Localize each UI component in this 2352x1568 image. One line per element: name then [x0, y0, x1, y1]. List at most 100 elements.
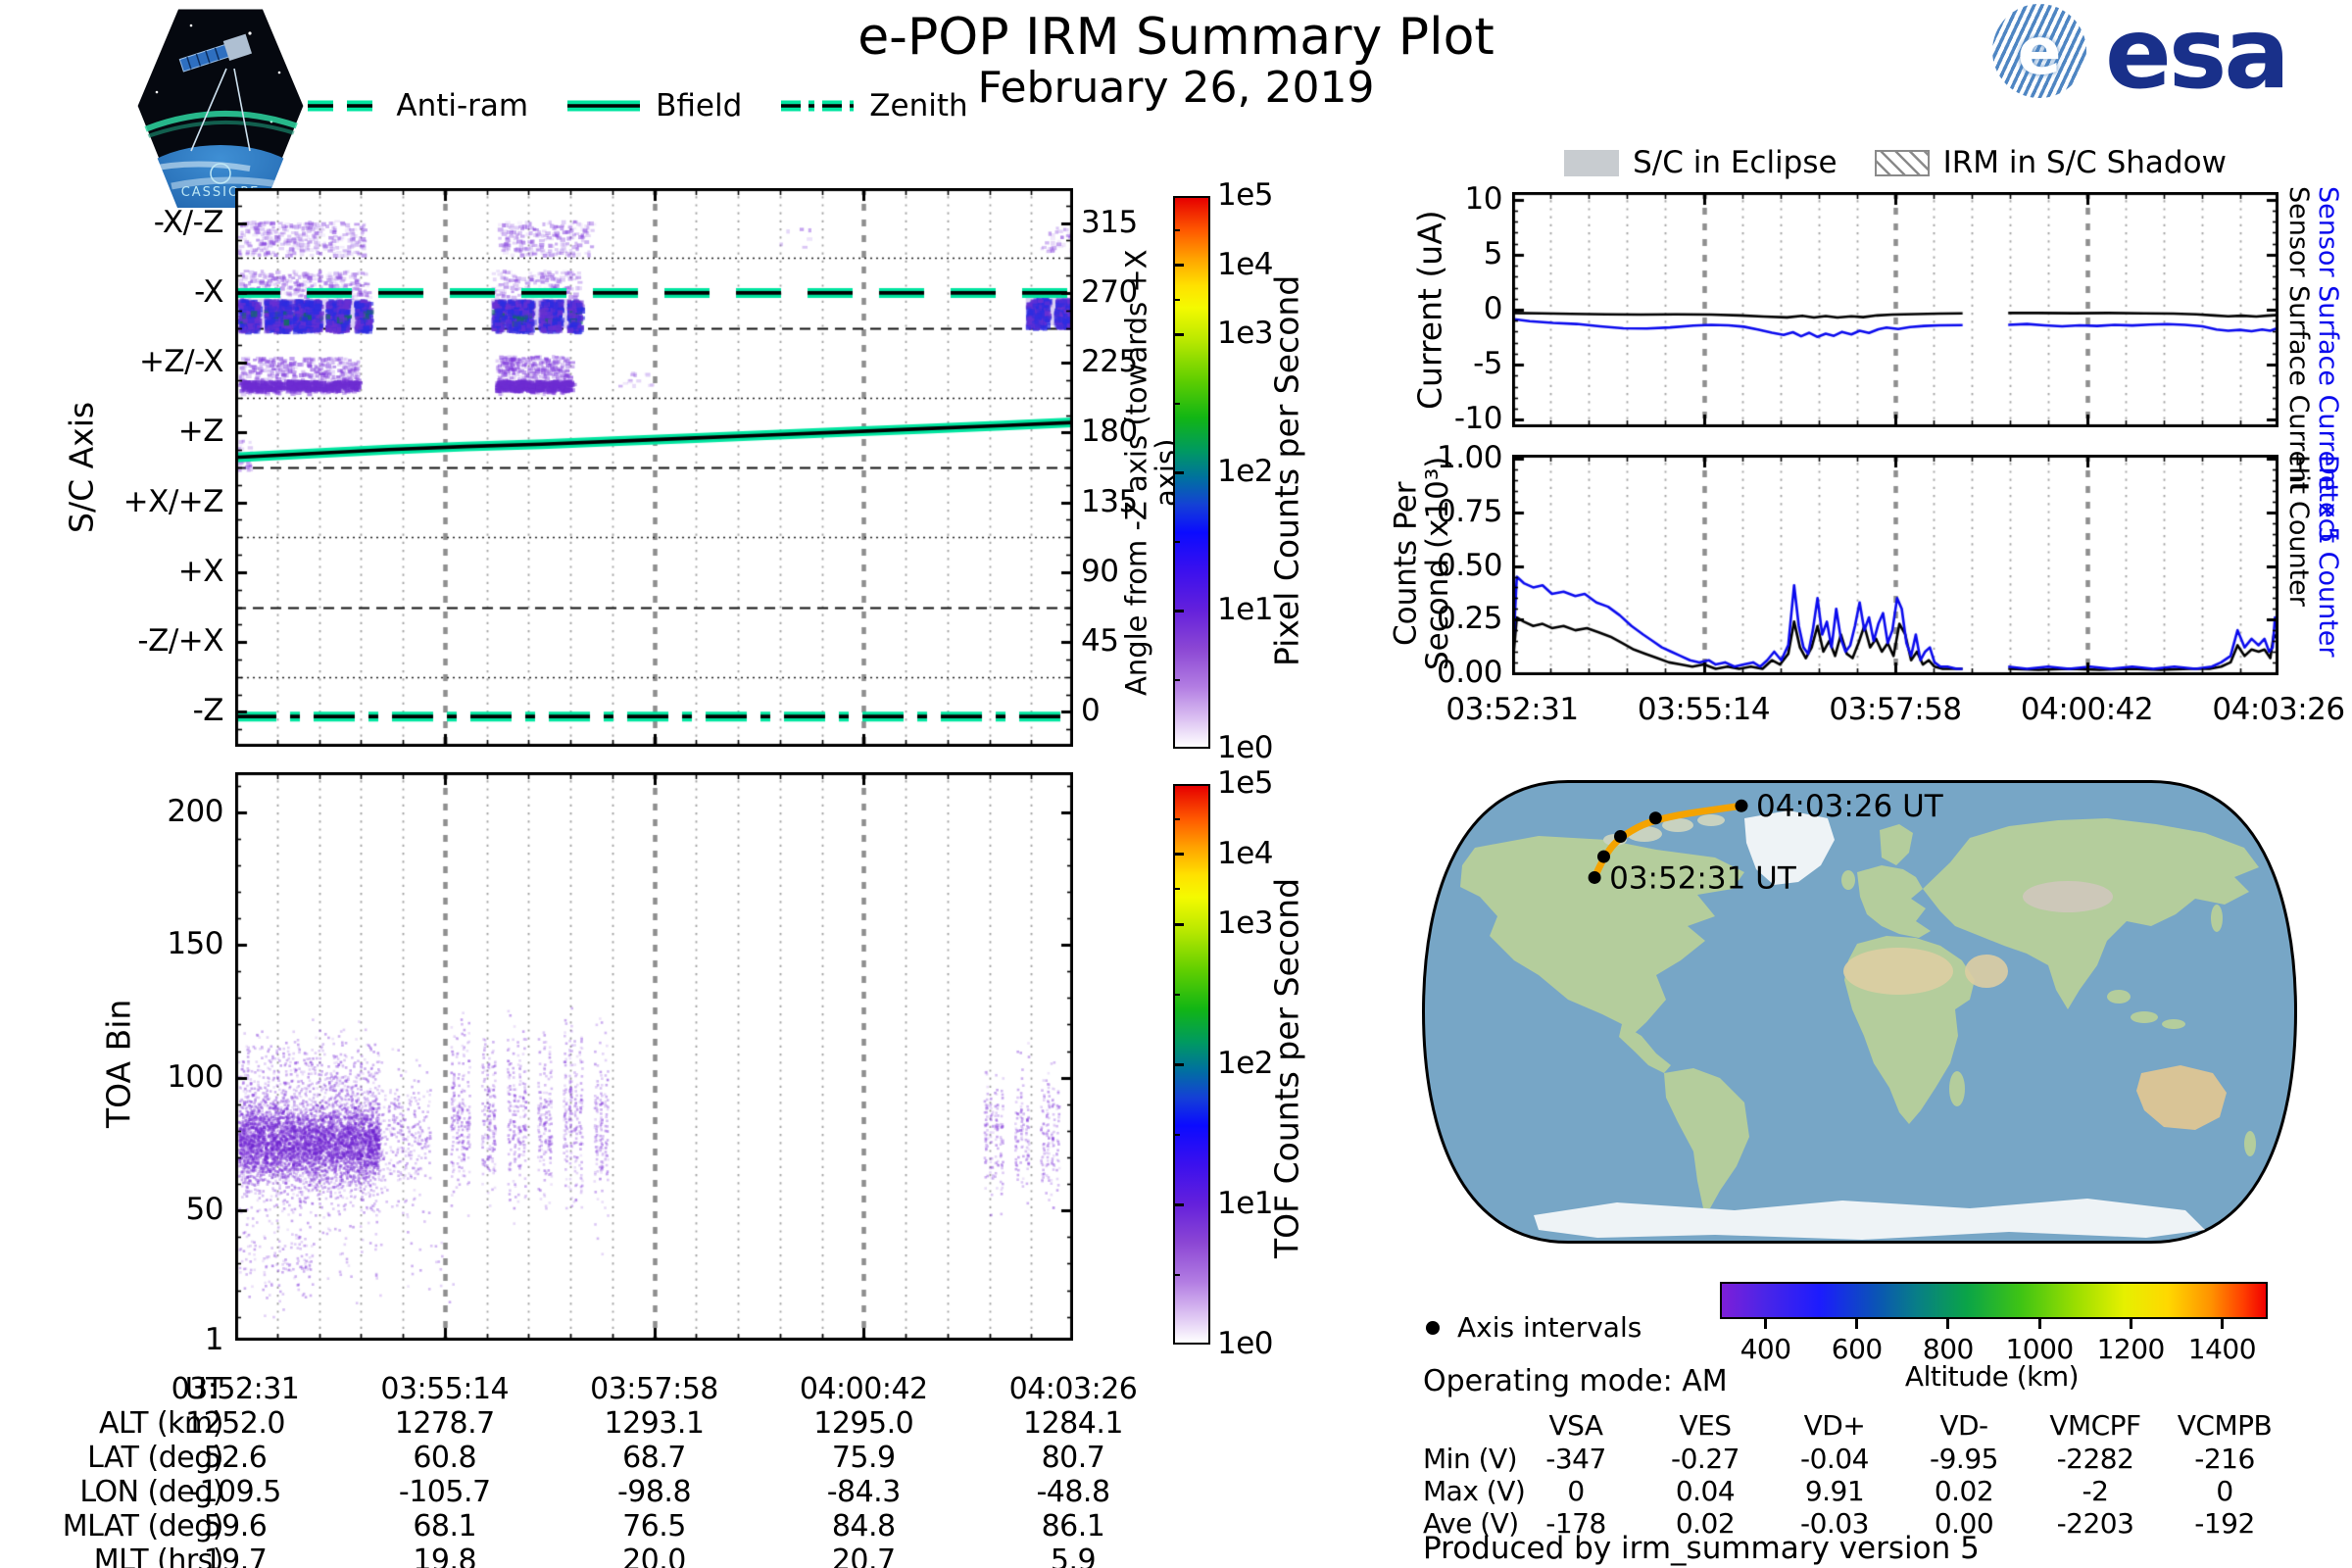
- ephemeris-cell: 59.6: [203, 1509, 268, 1544]
- altitude-tick: [1946, 1319, 1950, 1329]
- ephemeris-cell: 20.0: [622, 1544, 686, 1568]
- angle-tick-label: 180: [1081, 414, 1138, 450]
- ephemeris-cell: -84.3: [826, 1475, 902, 1509]
- voltage-cell: -0.27: [1671, 1443, 1740, 1475]
- time-tick-label: 03:52:31: [1446, 692, 1579, 727]
- zenith-dashdot-line-icon: [781, 100, 855, 112]
- colorbar-tick: [1173, 470, 1184, 474]
- legend-antiram-label: Anti-ram: [396, 88, 529, 123]
- voltage-cell: -2282: [2056, 1443, 2134, 1475]
- time-tick-label: 03:55:14: [1637, 692, 1771, 727]
- ephemeris-cell: 84.8: [831, 1509, 896, 1544]
- voltage-cell: -178: [1545, 1507, 1606, 1540]
- legend-eclipse-label: S/C in Eclipse: [1633, 145, 1838, 180]
- voltage-cell: -2203: [2056, 1507, 2134, 1540]
- colorbar-minor-tick: [1173, 993, 1180, 996]
- sector-label: -Z/+X: [137, 623, 223, 660]
- cassiope-mission-patch-icon: CASSIOPE: [134, 6, 307, 210]
- ephemeris-cell: 20.7: [831, 1544, 896, 1568]
- ephemeris-cell: -98.8: [616, 1475, 692, 1509]
- eclipse-swatch-icon: [1564, 149, 1620, 176]
- voltage-cell: -216: [2194, 1443, 2255, 1475]
- esa-wordmark: esa: [2105, 0, 2290, 111]
- line-plot-ytick-label: 5: [1483, 235, 1503, 271]
- ephemeris-row-label: UT: [184, 1372, 224, 1406]
- voltage-cell: 0: [1567, 1475, 1585, 1507]
- altitude-tick-label: 1200: [2096, 1333, 2166, 1365]
- altitude-tick-label: 600: [1831, 1333, 1883, 1365]
- toa-bin-canvas: [235, 772, 1073, 1341]
- toa-bin-scatter-plot: [235, 772, 1073, 1341]
- voltage-cell: -9.95: [1930, 1443, 1998, 1475]
- altitude-tick: [1764, 1319, 1768, 1329]
- track-end-time-label: 04:03:26 UT: [1756, 789, 1944, 824]
- voltage-row-label: Min (V): [1423, 1443, 1518, 1475]
- colorbar-minor-tick: [1173, 540, 1180, 543]
- line-plot-ytick-label: -5: [1473, 346, 1502, 382]
- line-plot-ytick-label: 0.50: [1436, 547, 1503, 583]
- sector-label: +Z: [177, 414, 224, 450]
- toa-ytick-label: 150: [167, 926, 223, 962]
- voltage-col-header: VD-: [1939, 1409, 1988, 1442]
- legend-item-zenith: Zenith: [779, 88, 968, 123]
- ephemeris-cell: 19.7: [203, 1544, 268, 1568]
- colorbar-minor-tick: [1173, 678, 1180, 681]
- voltage-cell: -0.03: [1800, 1507, 1869, 1540]
- ephemeris-cell: 5.9: [1050, 1544, 1097, 1568]
- colorbar-tick: [1173, 1202, 1184, 1206]
- label-hit-counter: Hit Counter: [2283, 455, 2314, 607]
- ephemeris-cell: 03:55:14: [380, 1372, 510, 1406]
- ephemeris-row-label: LON (deg): [79, 1475, 223, 1509]
- angle-tick-label: 135: [1081, 483, 1138, 519]
- line-plot-ytick-label: 0: [1483, 291, 1503, 326]
- axis-interval-dot: [1614, 829, 1628, 843]
- toa-ytick-label: 50: [185, 1192, 224, 1228]
- sector-label: +Z/-X: [138, 344, 224, 380]
- legend-bfield-label: Bfield: [656, 88, 743, 123]
- legend-item-shadow: IRM in S/C Shadow: [1874, 145, 2227, 180]
- axis-interval-dot: [1648, 811, 1662, 825]
- voltage-cell: 0.00: [1934, 1507, 1994, 1540]
- colorbar-minor-tick: [1173, 402, 1180, 405]
- ephemeris-cell: 03:52:31: [171, 1372, 300, 1406]
- label-detect-counter: Detect Counter: [2313, 455, 2343, 658]
- antiram-dashed-line-icon: [308, 100, 381, 112]
- esa-logo-e: e: [2017, 13, 2062, 89]
- ephemeris-row-label: MLT (hrs): [93, 1544, 224, 1568]
- ephemeris-cell: -105.7: [398, 1475, 491, 1509]
- sector-label: +X: [177, 553, 224, 589]
- voltage-cell: -347: [1545, 1443, 1606, 1475]
- voltage-col-header: VSA: [1548, 1409, 1603, 1442]
- toa-ytick-label: 200: [167, 793, 223, 829]
- ephemeris-row-label: MLAT (deg): [62, 1509, 224, 1544]
- angle-tick-label: 90: [1081, 553, 1119, 589]
- time-tick-label: 03:57:58: [1829, 692, 1962, 727]
- label-sensor-surface-current-x5: Sensor Surface Current x 5: [2313, 186, 2343, 544]
- legend-shadow-label: IRM in S/C Shadow: [1942, 145, 2227, 180]
- axis-interval-dot: [1735, 799, 1748, 812]
- voltage-cell: 0.02: [1934, 1475, 1994, 1507]
- ephemeris-cell: 04:00:42: [799, 1372, 928, 1406]
- sector-label: -X: [194, 273, 223, 310]
- colorbar-minor-tick: [1173, 888, 1180, 891]
- axis-intervals-legend: Axis intervals: [1426, 1311, 1642, 1344]
- sensor-current-plot: [1512, 192, 2278, 427]
- page-date: February 26, 2019: [977, 63, 1375, 113]
- colorbar-tick: [1173, 609, 1184, 612]
- voltage-cell: -0.04: [1800, 1443, 1869, 1475]
- colorbar-tick-label: 1e2: [1217, 1046, 1274, 1081]
- voltage-cell: -192: [2194, 1507, 2255, 1540]
- line-plot-ytick-label: 0.75: [1436, 493, 1503, 529]
- altitude-tick: [2129, 1319, 2132, 1329]
- eclipse-legend: S/C in Eclipse IRM in S/C Shadow: [1512, 145, 2278, 180]
- colorbar-tick-label: 1e0: [1217, 1326, 1274, 1361]
- altitude-tick-label: 1400: [2187, 1333, 2257, 1365]
- voltage-col-header: VES: [1679, 1409, 1732, 1442]
- colorbar-tick-label: 1e5: [1217, 177, 1274, 213]
- voltage-col-header: VMCPF: [2049, 1409, 2141, 1442]
- voltage-row-label: Ave (V): [1423, 1507, 1519, 1540]
- colorbar-tick: [1173, 853, 1184, 856]
- colorbar-tick-label: 1e4: [1217, 835, 1274, 871]
- legend-zenith-label: Zenith: [869, 88, 968, 123]
